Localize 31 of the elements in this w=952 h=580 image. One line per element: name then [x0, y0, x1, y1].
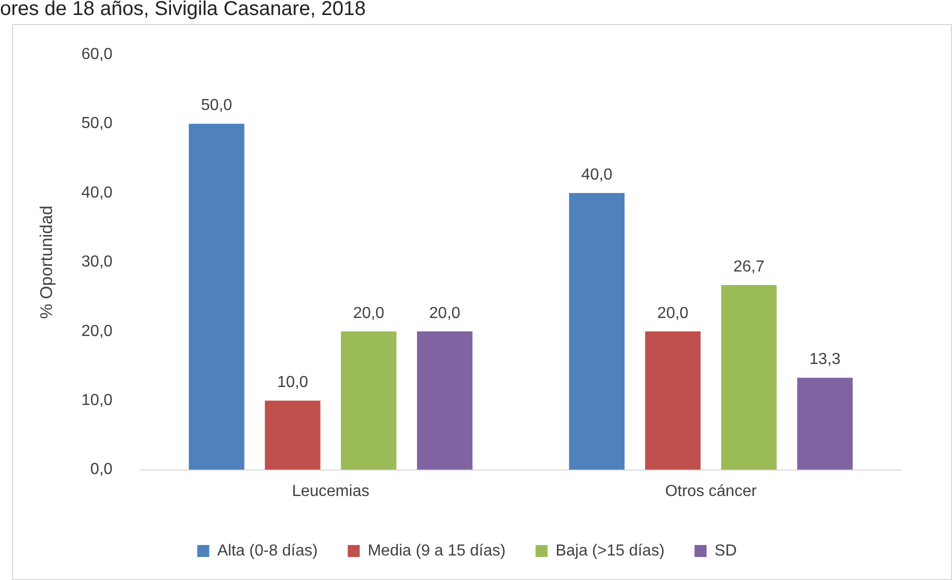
bar	[721, 285, 777, 470]
data-label: 10,0	[277, 374, 308, 392]
data-label: 13,3	[809, 351, 841, 368]
bar	[340, 331, 396, 470]
y-tick-label: 50,0	[81, 115, 113, 132]
y-tick-label: 0,0	[90, 461, 113, 478]
data-label: 26,7	[733, 258, 765, 276]
y-tick-label: 10,0	[81, 392, 113, 410]
y-tick-label: 40,0	[81, 184, 113, 202]
legend-label: SD	[714, 542, 737, 560]
y-axis-title: % Oportunidad	[36, 205, 56, 319]
bar	[188, 124, 244, 470]
data-label: 20,0	[429, 304, 460, 322]
bar	[569, 193, 625, 470]
data-label: 20,0	[353, 304, 384, 322]
data-label: 40,0	[581, 166, 612, 184]
data-label: 20,0	[657, 304, 689, 322]
x-tick-label: Otros cáncer	[665, 482, 758, 500]
y-tick-label: 60,0	[81, 46, 113, 64]
chart-title: ores de 18 años, Sivigila Casanare, 2018	[0, 0, 366, 21]
legend-label: Alta (0-8 días)	[217, 542, 318, 560]
y-tick-label: 30,0	[81, 254, 113, 271]
bar	[416, 331, 472, 470]
y-tick-label: 20,0	[81, 322, 113, 340]
x-tick-label: Leucemias	[292, 482, 370, 500]
legend-label: Baja (>15 días)	[556, 542, 665, 560]
bar	[264, 400, 320, 470]
legend-label: Media (9 a 15 días)	[368, 542, 506, 560]
bar	[797, 378, 853, 470]
bar	[645, 331, 701, 470]
data-label: 50,0	[201, 97, 232, 114]
